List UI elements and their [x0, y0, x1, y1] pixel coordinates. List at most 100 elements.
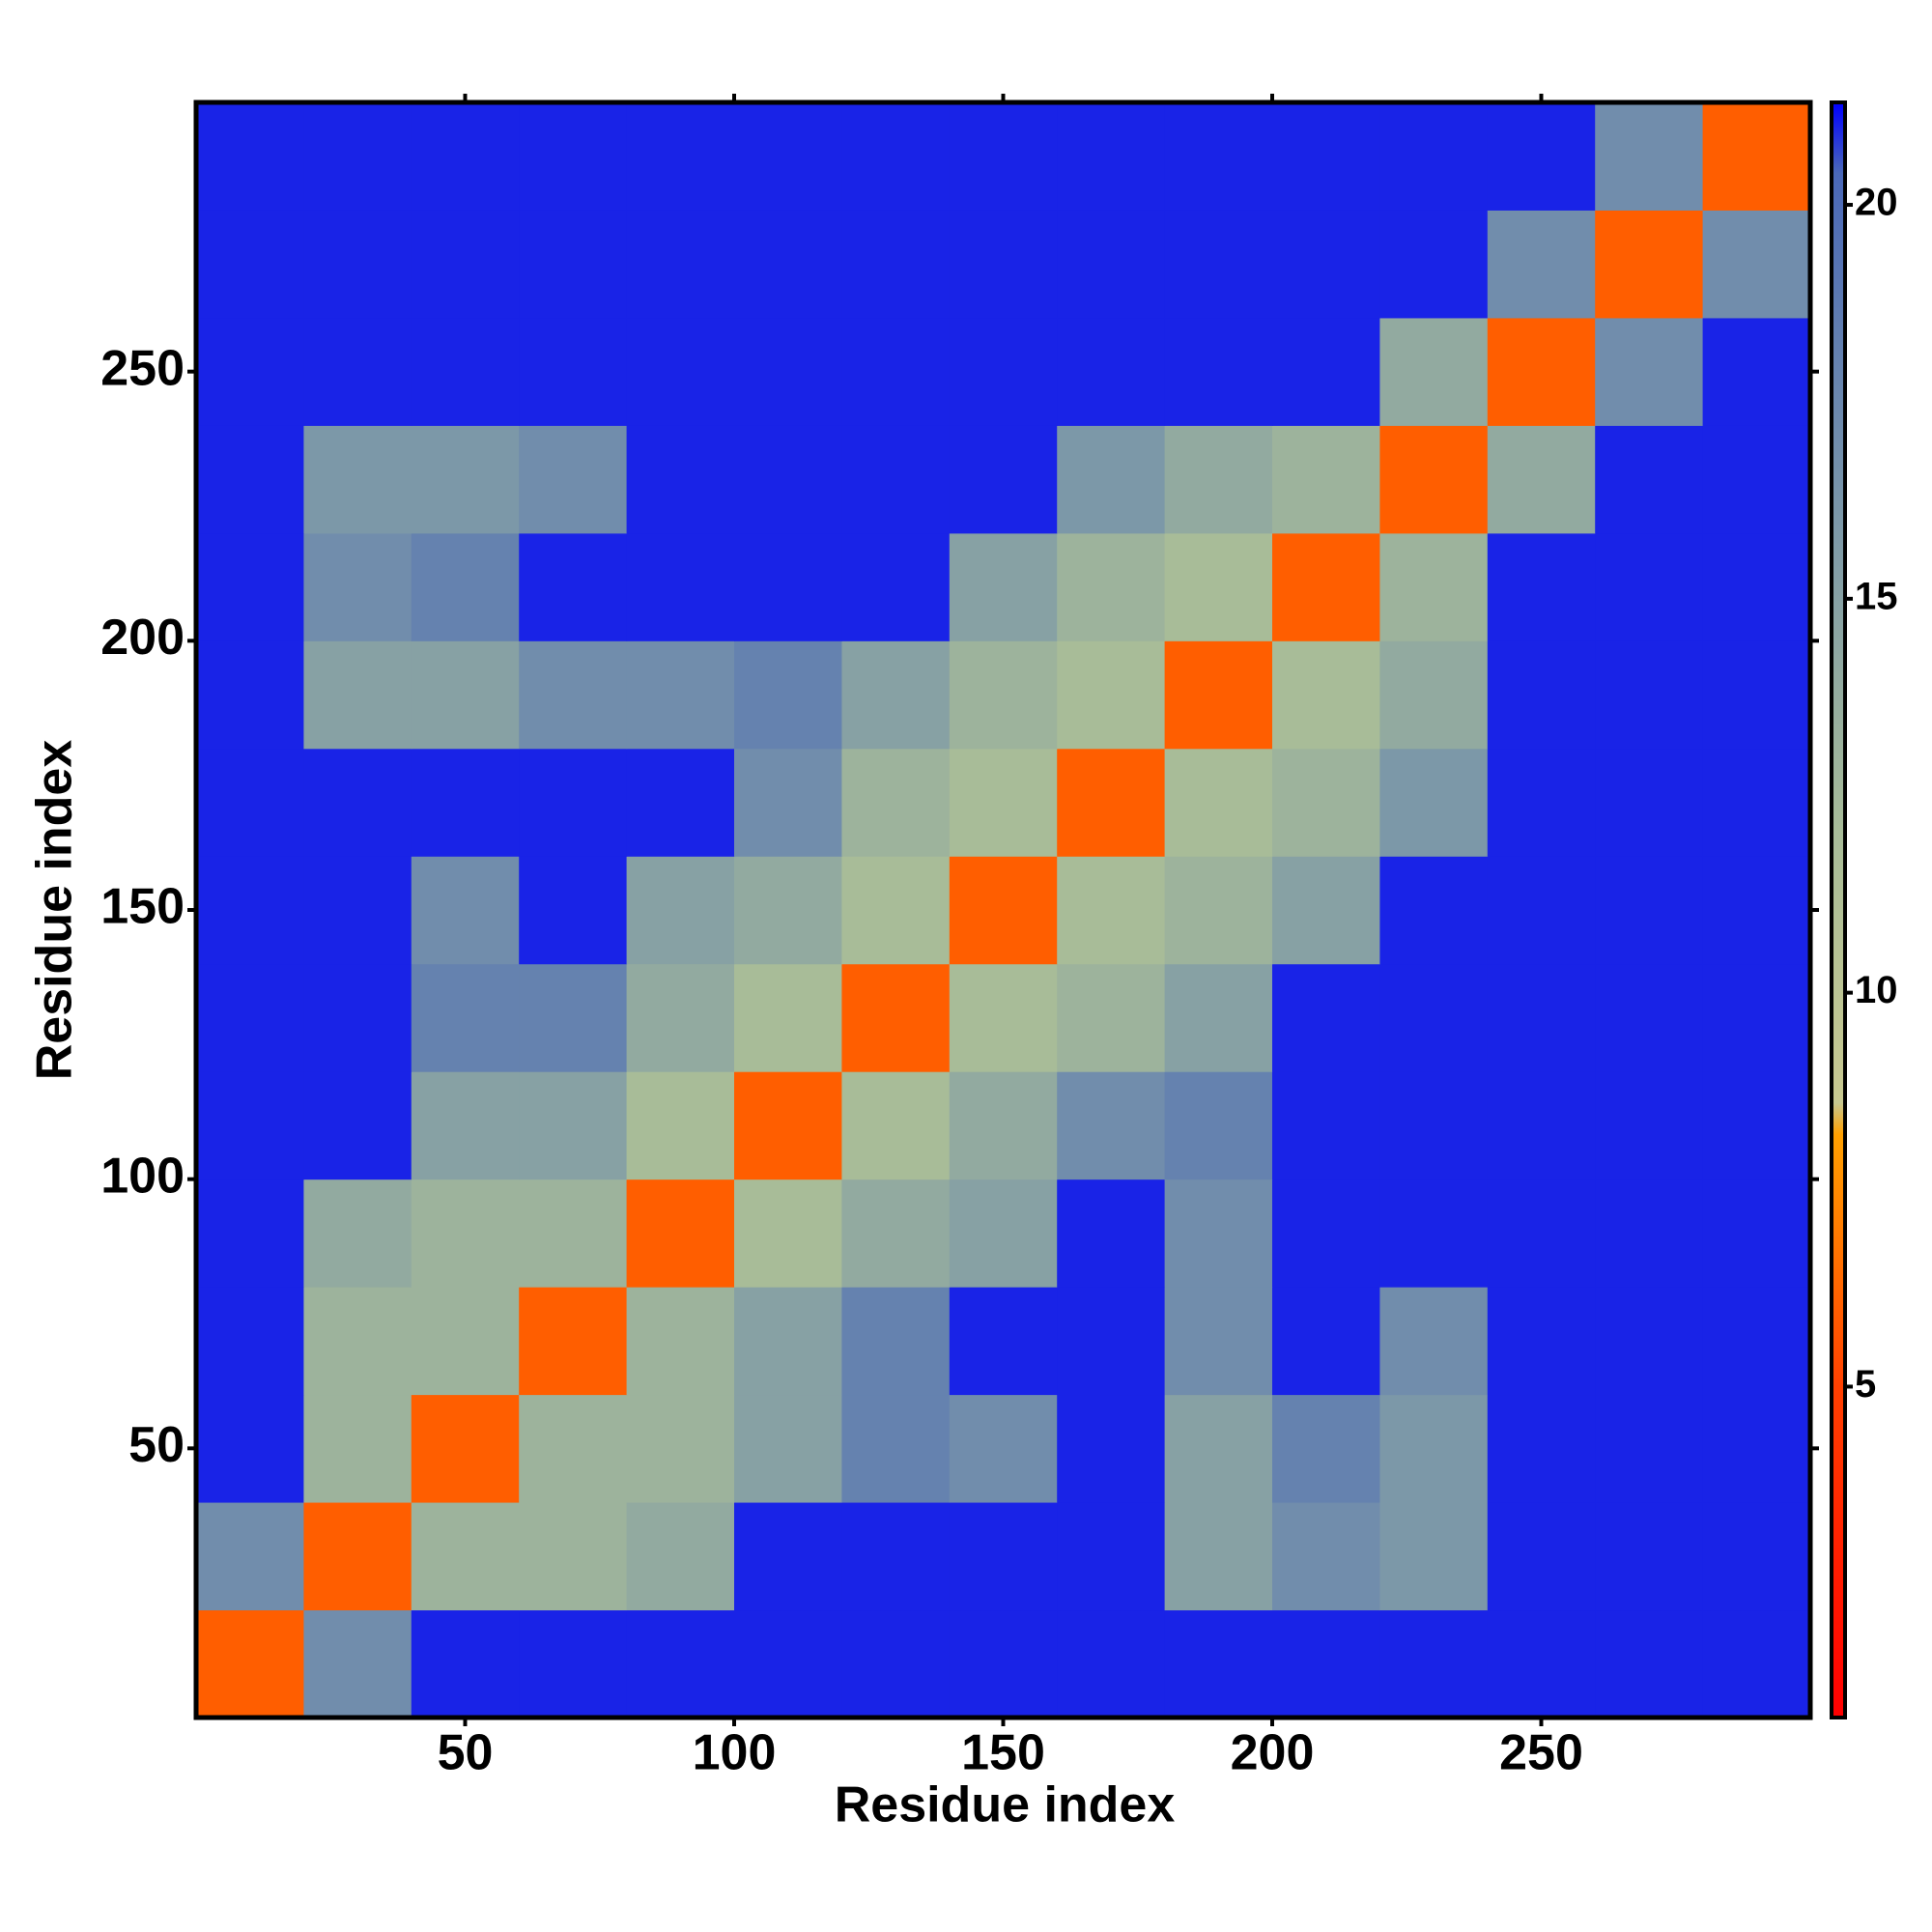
heatmap-cell	[1487, 210, 1596, 319]
heatmap-cell	[1702, 1287, 1811, 1396]
colorbar-tick-label: 20	[1855, 182, 1898, 224]
y-tick-label: 250	[100, 340, 185, 396]
heatmap-cell	[196, 1071, 304, 1180]
heatmap-cell	[626, 963, 735, 1072]
heatmap-cell	[519, 856, 628, 965]
heatmap-cell	[949, 640, 1058, 750]
heatmap-cell	[1057, 640, 1166, 750]
heatmap-cell	[303, 1179, 412, 1288]
heatmap-cell	[411, 1394, 520, 1503]
heatmap-cell	[1057, 532, 1166, 641]
heatmap-cell	[519, 1287, 628, 1396]
heatmap-cell	[841, 532, 951, 641]
heatmap-cell	[1272, 748, 1380, 857]
heatmap-cell	[196, 748, 304, 857]
heatmap-cell	[949, 210, 1058, 319]
heatmap-cell	[519, 1609, 628, 1719]
heatmap-cell	[626, 317, 735, 426]
heatmap-cell	[1164, 532, 1273, 641]
heatmap-cell	[1057, 856, 1166, 965]
heatmap-cell	[411, 963, 520, 1072]
heatmap-cell	[841, 856, 951, 965]
heatmap-cell	[841, 210, 951, 319]
heatmap-cell	[1487, 963, 1596, 1072]
heatmap-cell	[1272, 856, 1380, 965]
heatmap-cell	[1272, 102, 1380, 211]
heatmap-cell	[303, 856, 412, 965]
heatmap-cell	[303, 532, 412, 641]
heatmap-cell	[1595, 532, 1704, 641]
heatmap-cell	[626, 1179, 735, 1288]
heatmap-cell	[1057, 963, 1166, 1072]
heatmap-cell	[1164, 1179, 1273, 1288]
heatmap-cell	[949, 1287, 1058, 1396]
heatmap-cell	[1379, 1287, 1489, 1396]
heatmap-cell	[1379, 532, 1489, 641]
x-tick-label: 150	[961, 1725, 1045, 1781]
heatmap-cell	[1702, 1502, 1811, 1611]
heatmap-cell	[411, 1502, 520, 1611]
heatmap-cell	[519, 102, 628, 211]
heatmap-cell	[1595, 1394, 1704, 1503]
colorbar-tick-label: 10	[1855, 969, 1898, 1011]
heatmap-cell	[303, 1071, 412, 1180]
heatmap-cell	[411, 1179, 520, 1288]
heatmap-cell	[1379, 317, 1489, 426]
heatmap-cell	[519, 748, 628, 857]
heatmap-cell	[1702, 1071, 1811, 1180]
heatmap-cell	[841, 1502, 951, 1611]
heatmap-cell	[196, 1179, 304, 1288]
heatmap-cell	[1487, 640, 1596, 750]
y-tick-label: 200	[100, 610, 185, 666]
heatmap-cell	[841, 102, 951, 211]
heatmap-cell	[1379, 748, 1489, 857]
heatmap-cell	[519, 210, 628, 319]
heatmap-cell	[1379, 1394, 1489, 1503]
colorbar-tick-label: 5	[1855, 1363, 1876, 1406]
heatmap-cell	[1595, 210, 1704, 319]
heatmap-cell	[734, 1071, 842, 1180]
heatmap-cell	[303, 1502, 412, 1611]
heatmap-cell	[196, 1609, 304, 1719]
heatmap-cell	[1595, 425, 1704, 534]
heatmap-cell	[626, 102, 735, 211]
heatmap-cell	[519, 1179, 628, 1288]
heatmap-cell	[1487, 1071, 1596, 1180]
heatmap-cell	[1057, 425, 1166, 534]
heatmap-cell	[626, 532, 735, 641]
heatmap-cell	[519, 1071, 628, 1180]
heatmap-cell	[841, 748, 951, 857]
colorbar	[1830, 100, 1847, 1719]
heatmap-cell	[1702, 532, 1811, 641]
heatmap-cell	[1164, 317, 1273, 426]
heatmap-cell	[1164, 1502, 1273, 1611]
heatmap-cell	[1164, 1609, 1273, 1719]
x-axis-title: Residue index	[835, 1777, 1176, 1833]
x-tick-label: 100	[693, 1725, 777, 1781]
heatmap-cell	[196, 532, 304, 641]
heatmap-cell	[1379, 1179, 1489, 1288]
heatmap-cell	[411, 210, 520, 319]
heatmap-cell	[1595, 1287, 1704, 1396]
heatmap-cell	[734, 317, 842, 426]
heatmap-cell	[949, 532, 1058, 641]
heatmap-cell	[303, 1609, 412, 1719]
heatmap-cell	[1487, 1287, 1596, 1396]
heatmap-cell	[1272, 532, 1380, 641]
heatmap-cell	[303, 210, 412, 319]
heatmap-cell	[1057, 1394, 1166, 1503]
heatmap-cell	[1487, 317, 1596, 426]
heatmap-cell	[1702, 963, 1811, 1072]
heatmap-cell	[734, 102, 842, 211]
heatmap-cell	[1164, 963, 1273, 1072]
heatmap-cell	[196, 856, 304, 965]
heatmap-cell	[949, 1609, 1058, 1719]
heatmap-cell	[949, 1394, 1058, 1503]
heatmap-cell	[1272, 210, 1380, 319]
heatmap-cell	[196, 963, 304, 1072]
heatmap-cell	[1164, 425, 1273, 534]
heatmap-cell	[303, 317, 412, 426]
heatmap-cell	[1487, 1609, 1596, 1719]
heatmap-cell	[196, 640, 304, 750]
heatmap-cell	[734, 640, 842, 750]
